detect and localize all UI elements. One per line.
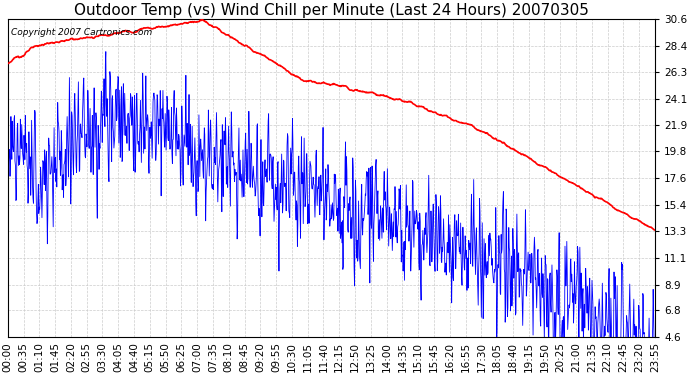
- Title: Outdoor Temp (vs) Wind Chill per Minute (Last 24 Hours) 20070305: Outdoor Temp (vs) Wind Chill per Minute …: [74, 3, 589, 18]
- Text: Copyright 2007 Cartronics.com: Copyright 2007 Cartronics.com: [11, 28, 152, 38]
